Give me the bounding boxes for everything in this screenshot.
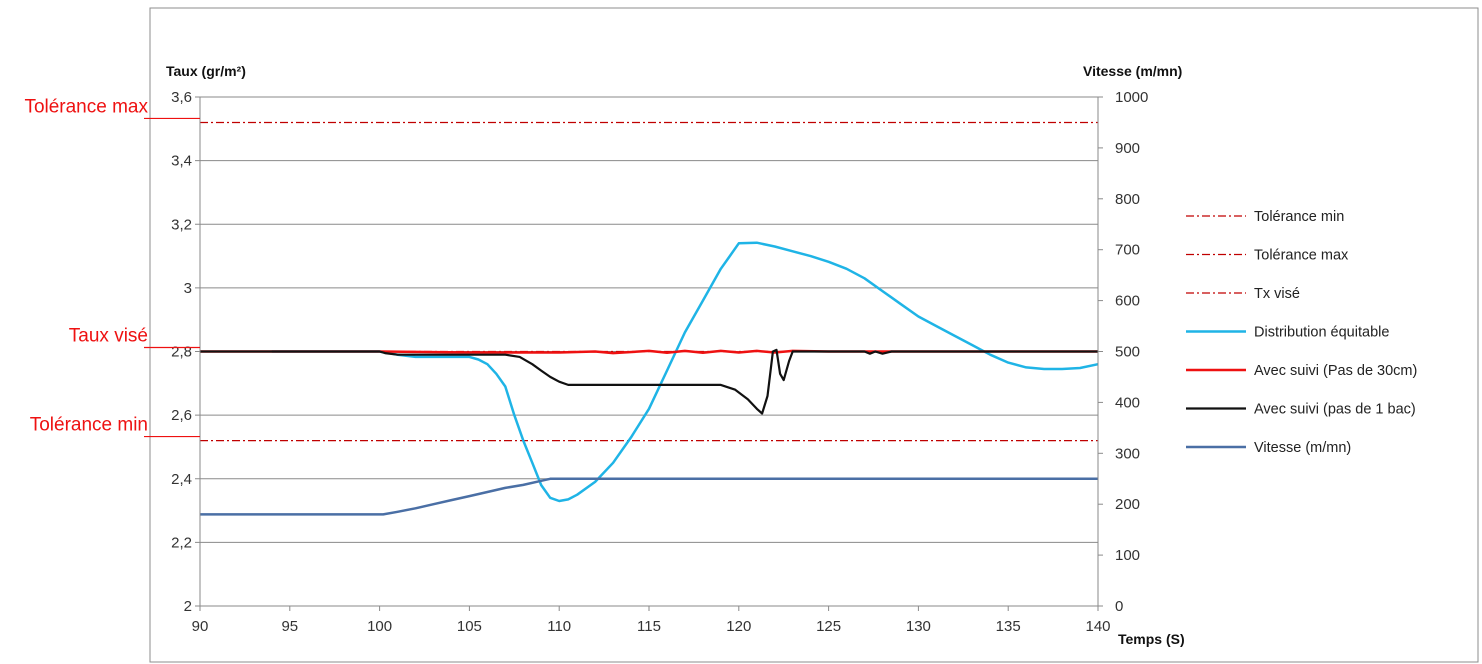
y-left-tick-label: 2,8: [171, 344, 192, 361]
axes: 2 2,2 2,4 2,6 2,8 3 3,2 3,4 3,6 0 100 200 300 400 500 6…: [171, 89, 1148, 635]
annotation-label-3: Tolérance min: [30, 415, 148, 436]
x-tick-label: 110: [547, 618, 571, 635]
x-tick-label: 125: [816, 618, 841, 635]
x-tick-label: 130: [906, 618, 931, 635]
y-left-axis-title: Taux (gr/m²): [166, 63, 246, 79]
legend-label-1: Tolérance min: [1254, 209, 1344, 225]
annotation-label-2: Taux visé: [69, 326, 148, 347]
y-left-tick-label: 3,4: [171, 153, 192, 170]
series-layer: [200, 121, 1099, 516]
legend-label-4: Distribution équitable: [1254, 325, 1389, 341]
y-left-tick-label: 3: [184, 280, 192, 297]
series-line-6: [200, 348, 1098, 415]
legend-label-7: Vitesse (m/mn): [1254, 440, 1351, 456]
x-tick-label: 90: [192, 618, 209, 635]
legend-label-3: Tx visé: [1254, 286, 1300, 302]
y-right-tick-label: 100: [1115, 547, 1140, 564]
legend-label-5: Avec suivi (Pas de 30cm): [1254, 363, 1417, 379]
y-right-tick-label: 400: [1115, 394, 1140, 411]
y-left-tick-label: 3,2: [171, 216, 192, 233]
x-tick-label: 140: [1085, 618, 1110, 635]
y-left-tick-label: 3,6: [171, 89, 192, 106]
annotations: Tolérance max Taux visé Tolérance min: [24, 96, 200, 438]
annotation-label-1: Tolérance max: [24, 96, 148, 117]
y-right-tick-label: 900: [1115, 140, 1140, 157]
x-tick-label: 100: [367, 618, 392, 635]
y-right-tick-label: 300: [1115, 445, 1140, 462]
x-tick-label: 115: [637, 618, 661, 635]
series-line-7: [200, 477, 1098, 516]
x-tick-label: 95: [281, 618, 298, 635]
y-right-tick-label: 0: [1115, 598, 1123, 615]
x-tick-label: 105: [457, 618, 482, 635]
chart-frame: [149, 7, 1479, 663]
x-tick-label: 135: [996, 618, 1021, 635]
legend-label-2: Tolérance max: [1254, 248, 1349, 264]
y-left-tick-label: 2,4: [171, 471, 192, 488]
y-left-tick-label: 2,2: [171, 534, 192, 551]
y-right-tick-label: 800: [1115, 191, 1140, 208]
y-right-tick-label: 700: [1115, 242, 1140, 259]
y-left-tick-label: 2,6: [171, 407, 192, 424]
y-right-axis-title: Vitesse (m/mn): [1083, 63, 1182, 79]
y-right-tick-label: 1000: [1115, 89, 1148, 106]
legend-label-6: Avec suivi (pas de 1 bac): [1254, 402, 1416, 418]
y-right-tick-label: 500: [1115, 344, 1140, 361]
y-right-tick-label: 200: [1115, 496, 1140, 513]
series-line-4: [271, 241, 1099, 503]
legend: Tolérance min Tolérance max Tx visé Distrib…: [1186, 209, 1417, 456]
y-left-tick-label: 2: [184, 598, 192, 615]
x-axis-title: Temps (S): [1118, 631, 1185, 647]
x-tick-label: 120: [726, 618, 751, 635]
y-right-tick-label: 600: [1115, 293, 1140, 310]
